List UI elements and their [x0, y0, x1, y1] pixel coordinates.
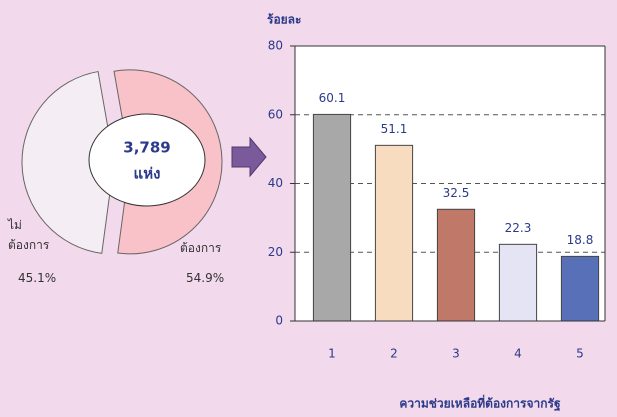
value-label: 22.3	[505, 221, 532, 235]
y-tick-label: 20	[268, 245, 283, 259]
y-tick-label: 0	[275, 314, 283, 328]
pie-slice	[21, 70, 115, 254]
x-tick-label: 1	[328, 347, 336, 361]
x-tick-label: 2	[390, 347, 398, 361]
slice-value-label: 54.9%	[186, 271, 225, 285]
value-label: 32.5	[443, 186, 470, 200]
bar	[436, 208, 476, 322]
x-tick-label: 5	[576, 347, 584, 361]
bar	[560, 255, 600, 322]
bar	[498, 243, 538, 322]
slice-label: ไม่ ต้องการ	[8, 218, 50, 252]
value-label: 51.1	[381, 122, 408, 136]
donut-hole	[88, 113, 206, 207]
y-axis-label: ร้อยละ	[267, 13, 301, 27]
arrow	[231, 136, 267, 178]
y-tick-label: 60	[268, 107, 283, 121]
bar	[312, 113, 352, 322]
y-tick-label: 40	[268, 176, 283, 190]
slice-label: ต้องการ	[180, 241, 222, 255]
x-tick-label: 3	[452, 347, 460, 361]
center-label: 3,789	[123, 139, 170, 157]
x-tick-label: 4	[514, 347, 522, 361]
value-label: 18.8	[567, 233, 594, 247]
y-tick-label: 80	[268, 39, 283, 53]
x-axis-label: ความช่วยเหลือที่ต้องการจากรัฐ	[399, 395, 561, 412]
value-label: 60.1	[319, 91, 346, 105]
center-label: แห่ง	[134, 165, 161, 183]
bar	[374, 144, 414, 322]
slice-value-label: 45.1%	[18, 271, 57, 285]
